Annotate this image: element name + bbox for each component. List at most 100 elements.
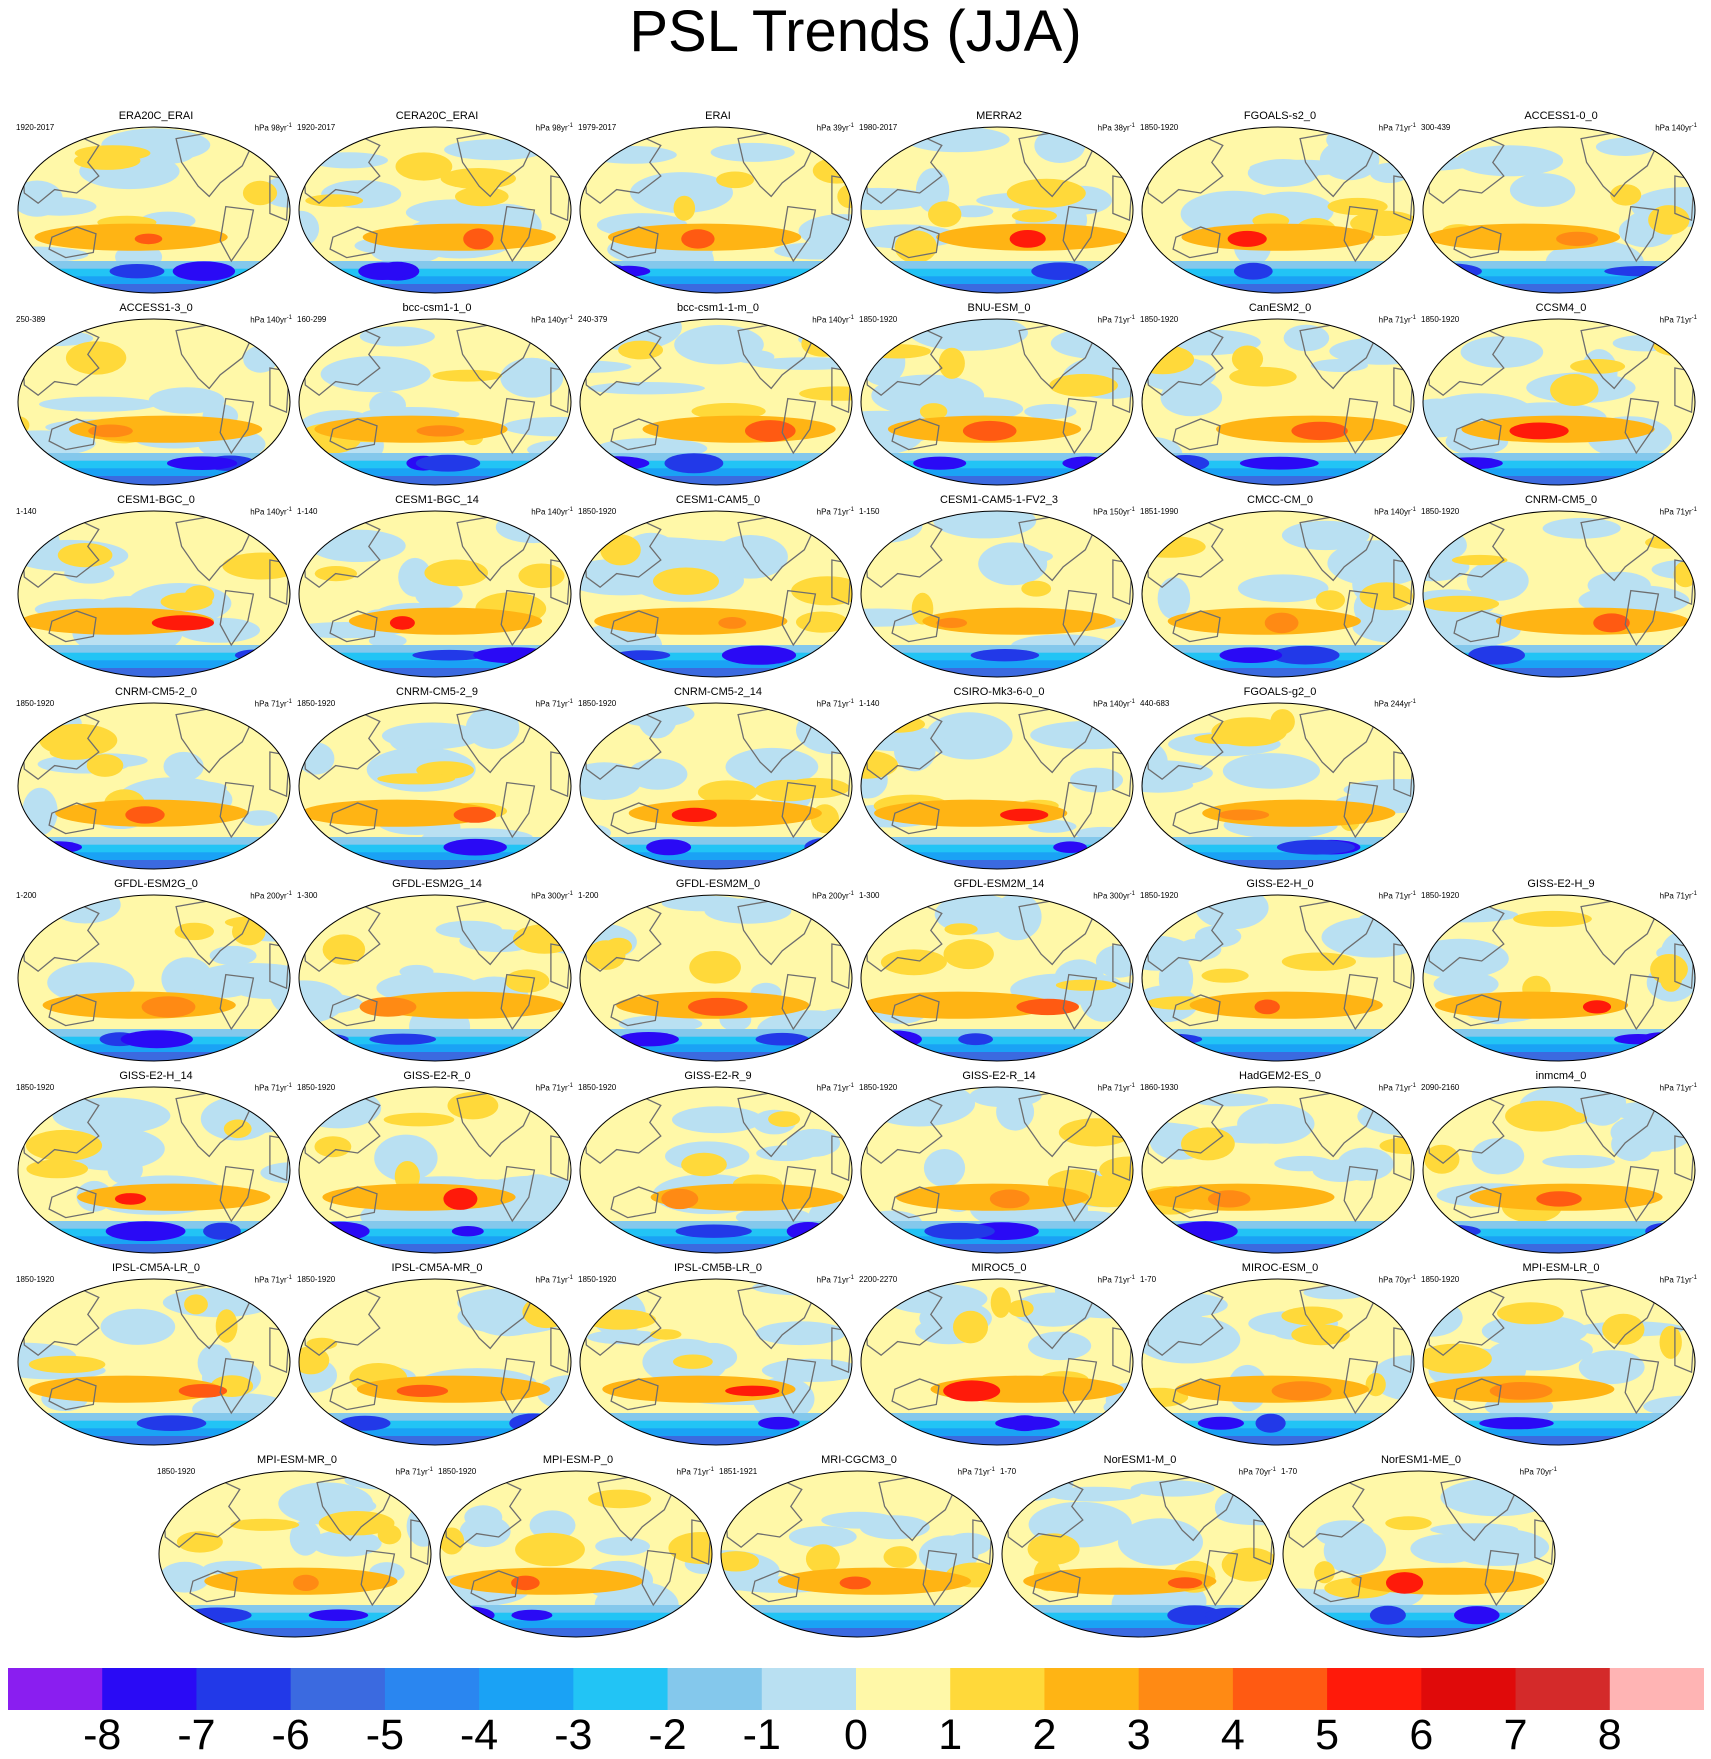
field-contour xyxy=(266,838,290,856)
field-contour xyxy=(370,991,564,1019)
map-field xyxy=(439,1470,713,1638)
map-panel: GISS-E2-R_0 1850-1920 hPa 71yr-1 xyxy=(297,1070,577,1258)
panel-units-text: hPa 71yr xyxy=(395,1467,428,1477)
field-contour xyxy=(938,347,965,379)
coastline xyxy=(1172,418,1221,451)
panel-units-text: hPa 71yr xyxy=(1659,891,1692,901)
field-contour xyxy=(453,807,496,823)
field-contour xyxy=(1116,516,1133,551)
field-contour xyxy=(88,424,133,438)
map-field xyxy=(17,510,291,678)
panel-title: ACCESS1-0_0 xyxy=(1524,110,1598,122)
field-contour xyxy=(1423,552,1470,582)
field-contour xyxy=(859,1515,930,1540)
coastline xyxy=(781,1357,817,1415)
coastline xyxy=(219,1357,255,1415)
units-exponent: -1 xyxy=(1691,507,1697,513)
panel-units-text: hPa 71yr xyxy=(1659,1275,1692,1285)
field-contour xyxy=(1283,1487,1316,1498)
panel-units: hPa 71yr-1 xyxy=(1098,1082,1135,1093)
map-field xyxy=(1422,510,1696,678)
field-contour xyxy=(1281,952,1356,971)
map-border xyxy=(17,894,291,1062)
panel-years: 1-140 xyxy=(859,699,880,708)
field-contour xyxy=(956,1609,993,1622)
field-contour xyxy=(1386,1572,1424,1594)
panel-units: hPa 244yr-1 xyxy=(1374,698,1416,709)
panel-units: hPa 71yr-1 xyxy=(396,1466,433,1477)
coastline xyxy=(1062,397,1098,455)
colorbar-tick-label: 6 xyxy=(1409,1711,1434,1759)
coastline xyxy=(1484,1549,1520,1607)
map-panel: inmcm4_0 2090-2160 hPa 71yr-1 xyxy=(1421,1070,1701,1258)
coastline xyxy=(1624,589,1660,647)
map-border xyxy=(1141,510,1415,678)
panel-units: hPa 70yr-1 xyxy=(1379,1274,1416,1285)
field-contour xyxy=(1341,542,1400,581)
field-contour xyxy=(1011,209,1057,223)
panel-units-text: hPa 200yr xyxy=(250,891,287,901)
field-contour xyxy=(107,1155,143,1185)
panel-units-text: hPa 71yr xyxy=(254,699,287,709)
field-contour xyxy=(1379,1137,1414,1155)
panel-title: CCSM4_0 xyxy=(1535,302,1587,314)
coastline xyxy=(48,226,97,259)
field-contour xyxy=(374,1134,438,1182)
field-contour xyxy=(594,607,788,635)
field-contour xyxy=(1006,1415,1043,1432)
coastline xyxy=(1343,205,1379,263)
field-contour xyxy=(1142,777,1194,793)
map-border xyxy=(1282,1470,1556,1638)
field-contour xyxy=(936,617,968,628)
map-field xyxy=(1141,702,1415,870)
field-contour xyxy=(39,396,157,412)
map-panel: GFDL-ESM2M_0 1-200 hPa 200yr-1 xyxy=(578,878,858,1066)
panel-years: 250-389 xyxy=(16,315,46,324)
map-border xyxy=(298,1086,572,1254)
panel-units-text: hPa 71yr xyxy=(816,1275,849,1285)
field-contour xyxy=(1058,1118,1132,1147)
field-contour xyxy=(587,146,677,164)
field-contour xyxy=(305,194,364,207)
field-contour xyxy=(915,168,950,213)
coastline xyxy=(1172,802,1221,835)
map-border xyxy=(860,1086,1134,1254)
coastline xyxy=(1453,610,1502,643)
panel-title: MPI-ESM-P_0 xyxy=(542,1454,614,1466)
units-exponent: -1 xyxy=(1691,1083,1697,1089)
field-contour xyxy=(383,1112,455,1127)
map-field xyxy=(1141,510,1415,678)
map-border xyxy=(579,894,853,1062)
map-border xyxy=(298,126,572,294)
coastline xyxy=(1172,1186,1221,1219)
panel-units-text: hPa 70yr xyxy=(1378,1275,1411,1285)
field-contour xyxy=(449,1567,643,1595)
panel-units: hPa 140yr-1 xyxy=(1655,122,1697,133)
field-contour xyxy=(805,1544,840,1574)
field-contour xyxy=(861,187,933,211)
map-panel: MPI-ESM-P_0 1850-1920 hPa 71yr-1 xyxy=(438,1454,718,1642)
field-contour xyxy=(1205,1607,1257,1623)
coastline xyxy=(610,1378,659,1411)
colorbar-tick-label: 8 xyxy=(1597,1711,1622,1759)
map-panel: GISS-E2-H_14 1850-1920 hPa 71yr-1 xyxy=(16,1070,296,1258)
field-contour xyxy=(356,1375,551,1403)
colorbar-segment xyxy=(950,1668,1045,1710)
coastline xyxy=(610,1186,659,1219)
field-contour xyxy=(580,1244,852,1253)
coastline xyxy=(922,1549,958,1607)
coastline xyxy=(1624,973,1660,1031)
field-contour xyxy=(1489,1382,1553,1400)
field-contour xyxy=(1034,128,1086,163)
map-panel: MPI-ESM-MR_0 1850-1920 hPa 71yr-1 xyxy=(157,1454,437,1642)
field-contour xyxy=(1157,577,1191,620)
panel-years: 1850-1920 xyxy=(578,699,617,708)
field-contour xyxy=(745,420,796,442)
field-contour xyxy=(1024,404,1077,420)
panel-units: hPa 71yr-1 xyxy=(536,1082,573,1093)
map-panel: ERAI 1979-2017 hPa 39yr-1 xyxy=(578,110,858,298)
field-contour xyxy=(34,223,228,251)
coastline xyxy=(500,1165,536,1223)
coastline xyxy=(610,226,659,259)
field-contour xyxy=(209,945,257,966)
